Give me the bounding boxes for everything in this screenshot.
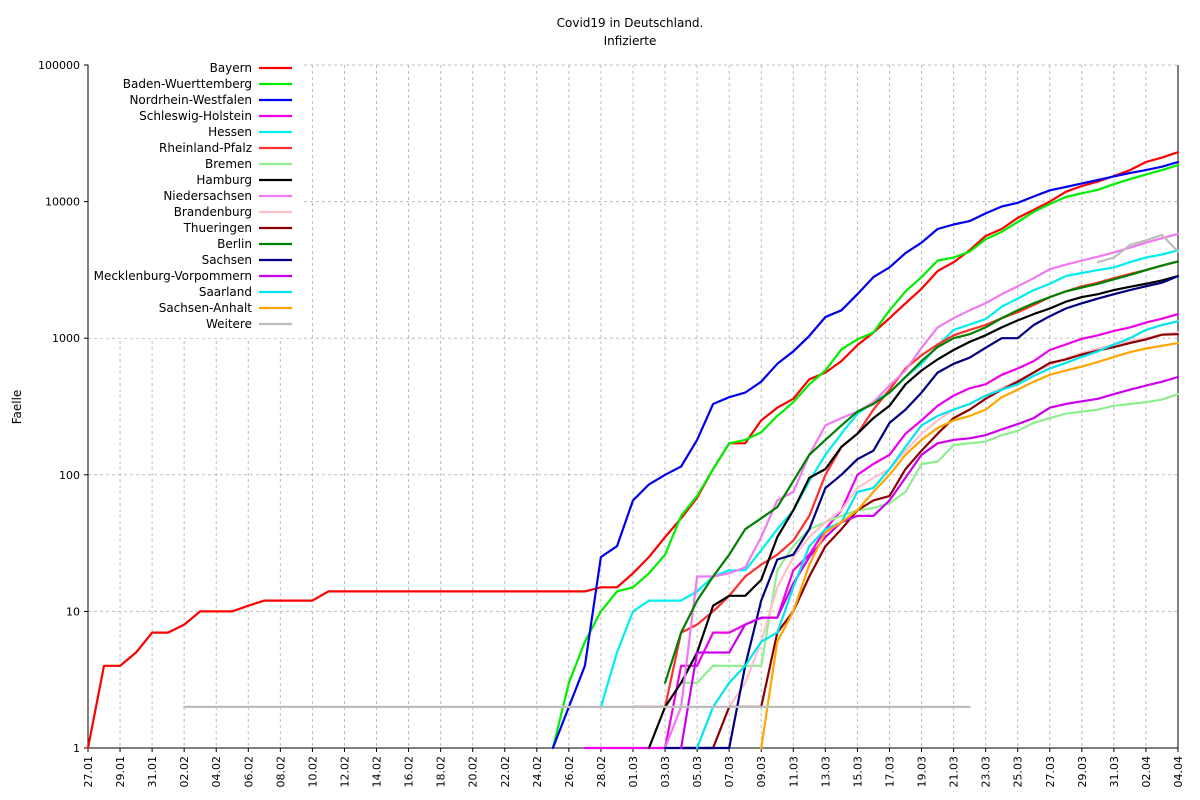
x-tick-label: 29.01 <box>114 756 127 788</box>
series-line <box>664 260 1180 684</box>
x-tick-label: 21.03 <box>948 756 961 788</box>
chart-title: Covid19 in Deutschland. <box>557 16 704 30</box>
chart-subtitle: Infizierte <box>604 34 657 48</box>
x-tick-label: 22.02 <box>499 756 512 788</box>
series-line <box>631 260 1180 708</box>
legend: Bayern Baden-Wuerttemberg Nordrhein-Westfa… <box>94 61 292 331</box>
legend-label: Schleswig-Holstein <box>139 109 252 123</box>
legend-label: Mecklenburg-Vorpommern <box>94 269 252 283</box>
legend-label: Weitere <box>206 317 252 331</box>
x-tick-label: 20.02 <box>467 756 480 788</box>
legend-label: Saarland <box>199 285 252 299</box>
legend-label: Brandenburg <box>174 205 252 219</box>
series-line <box>583 313 1180 750</box>
y-tick-label: 1 <box>73 742 80 755</box>
legend-label: Baden-Wuerttemberg <box>123 77 252 91</box>
y-axis-label: Faelle <box>10 390 24 425</box>
series-line <box>680 331 1180 750</box>
x-tick-label: 29.03 <box>1076 756 1089 788</box>
x-tick-label: 02.04 <box>1140 756 1153 788</box>
x-tick-label: 01.03 <box>627 756 640 788</box>
x-tick-label: 08.02 <box>274 756 287 788</box>
series-layer <box>86 151 1180 750</box>
legend-label: Rheinland-Pfalz <box>159 141 252 155</box>
legend-label: Niedersachsen <box>163 189 252 203</box>
x-tick-label: 04.04 <box>1172 756 1185 788</box>
legend-label: Thueringen <box>183 221 252 235</box>
x-tick-label: 26.02 <box>563 756 576 788</box>
x-tick-label: 31.01 <box>146 756 159 788</box>
series-line <box>183 233 1180 708</box>
legend-label: Bremen <box>205 157 252 171</box>
x-tick-label: 28.02 <box>595 756 608 788</box>
y-tick-label: 1000 <box>52 332 80 345</box>
y-tick-label: 100000 <box>38 59 80 72</box>
x-tick-label: 07.03 <box>723 756 736 788</box>
series-line <box>760 342 1180 750</box>
x-tick-label: 15.03 <box>851 756 864 788</box>
legend-label: Hessen <box>208 125 252 139</box>
x-tick-label: 02.02 <box>178 756 191 788</box>
series-line <box>647 275 1180 750</box>
x-tick-label: 16.02 <box>403 756 416 788</box>
x-tick-label: 31.03 <box>1108 756 1121 788</box>
series-line <box>680 375 1180 750</box>
y-tick-label: 100 <box>59 469 80 482</box>
x-tick-label: 18.02 <box>435 756 448 788</box>
series-line <box>696 320 1180 750</box>
y-tick-label: 10000 <box>45 196 80 209</box>
x-tick-label: 05.03 <box>691 756 704 788</box>
x-tick-label: 12.02 <box>338 756 351 788</box>
x-tick-label: 24.02 <box>531 756 544 788</box>
series-line <box>664 275 1180 750</box>
axis-layer: 27.01 29.01 31.01 02.02 04.02 06.02 08.02 10.02… <box>38 59 1185 788</box>
x-tick-label: 09.03 <box>755 756 768 788</box>
x-tick-label: 27.03 <box>1044 756 1057 788</box>
legend-label: Hamburg <box>196 173 252 187</box>
legend-label: Bayern <box>210 61 252 75</box>
legend-label: Sachsen-Anhalt <box>159 301 253 315</box>
x-tick-label: 13.03 <box>819 756 832 788</box>
legend-label: Berlin <box>217 237 252 251</box>
y-tick-label: 10 <box>66 605 80 618</box>
x-tick-label: 25.03 <box>1012 756 1025 788</box>
series-line <box>680 393 1180 684</box>
x-tick-label: 19.03 <box>916 756 929 788</box>
legend-label: Nordrhein-Westfalen <box>129 93 252 107</box>
legend-label: Sachsen <box>202 253 252 267</box>
x-tick-label: 03.03 <box>659 756 672 788</box>
x-tick-label: 17.03 <box>883 756 896 788</box>
x-tick-label: 10.02 <box>306 756 319 788</box>
x-tick-label: 23.03 <box>980 756 993 788</box>
x-tick-label: 14.02 <box>371 756 384 788</box>
x-tick-label: 04.02 <box>210 756 223 788</box>
x-tick-label: 11.03 <box>787 756 800 788</box>
series-line <box>551 160 1180 750</box>
series-line <box>664 232 1180 750</box>
x-tick-label: 27.01 <box>82 756 95 788</box>
x-tick-label: 06.02 <box>242 756 255 788</box>
series-line <box>551 164 1180 750</box>
